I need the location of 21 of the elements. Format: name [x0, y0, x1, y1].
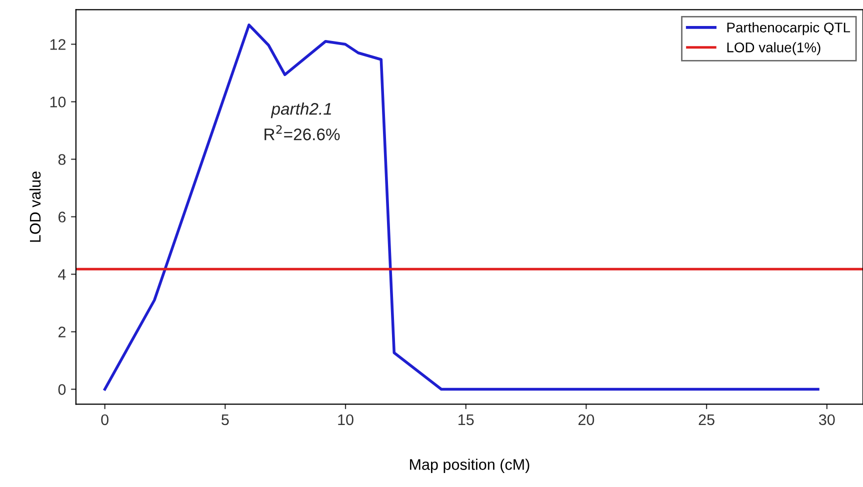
x-axis-title: Map position (cM) [410, 458, 530, 473]
x-tick-label: 5 [222, 414, 229, 426]
y-tick-label: 4 [58, 269, 66, 280]
x-tick-label: 25 [698, 414, 714, 426]
y-axis-title: LOD value [29, 172, 41, 242]
annotation: R$^{2}$=26.6% [264, 125, 340, 140]
y-tick-label: 0 [58, 384, 66, 395]
annotation: parth2.1 [270, 102, 332, 118]
y-tick-label: 10 [50, 96, 66, 108]
y-tick-label: 8 [58, 154, 66, 165]
x-tick-label: 15 [458, 414, 474, 426]
line-series [103, 24, 820, 391]
legend-label: Parthenocarpic QTL [727, 22, 850, 36]
y-tick-label: 6 [58, 212, 66, 222]
y-tick-label: 12 [50, 39, 66, 50]
x-tick-label: 20 [578, 414, 594, 426]
legend-label: LOD value(1%) [727, 42, 820, 56]
y-tick-label: 2 [58, 326, 66, 338]
x-tick-label: 10 [338, 414, 354, 426]
x-tick-label: 0 [101, 414, 108, 426]
x-tick-label: 30 [818, 414, 835, 426]
